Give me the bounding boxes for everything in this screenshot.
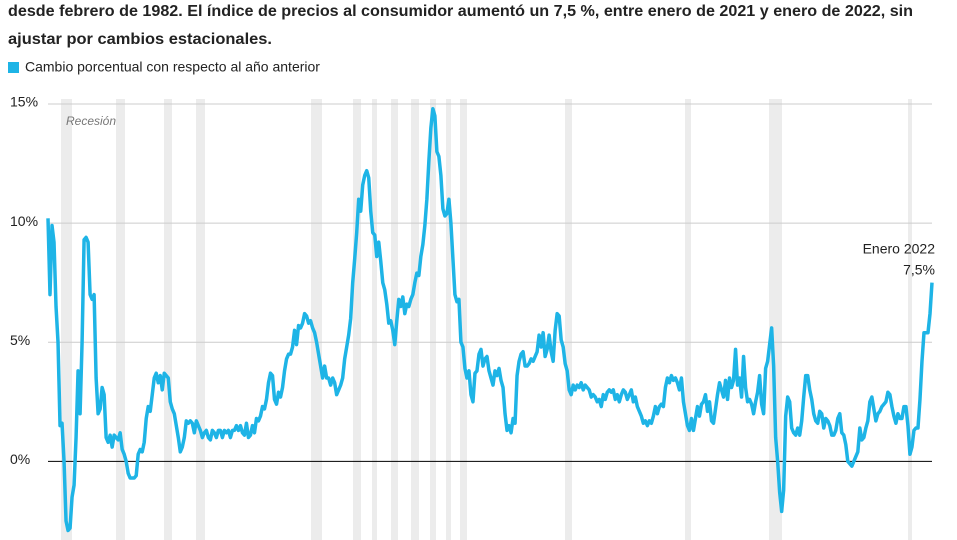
subtitle: desde febrero de 1982. El índice de prec… <box>8 3 913 20</box>
annotation-label: Enero 2022 <box>863 241 936 257</box>
y-tick-label: 5% <box>10 332 30 348</box>
subtitle: ajustar por cambios estacionales. <box>8 31 272 48</box>
recession-bands <box>61 99 912 540</box>
data-line <box>46 106 934 533</box>
legend-label: Cambio porcentual con respecto al año an… <box>25 59 320 75</box>
y-tick-label: 0% <box>10 451 30 467</box>
y-tick-label: 15% <box>10 94 38 110</box>
legend-swatch <box>8 62 19 73</box>
recession-label: Recesión <box>66 114 116 128</box>
y-tick-label: 10% <box>10 213 38 229</box>
annotation-value: 7,5% <box>903 262 935 278</box>
